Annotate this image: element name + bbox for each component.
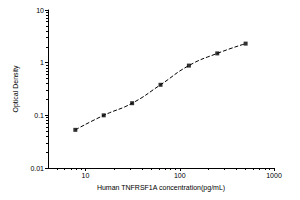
svg-text:Optical Density: Optical Density bbox=[12, 65, 20, 113]
svg-text:Human TNFRSF1A concentration(p: Human TNFRSF1A concentration(pg/mL) bbox=[97, 184, 225, 192]
svg-text:1: 1 bbox=[40, 59, 44, 66]
svg-text:0.01: 0.01 bbox=[30, 165, 44, 172]
svg-text:10: 10 bbox=[82, 172, 90, 179]
svg-text:1000: 1000 bbox=[266, 172, 282, 179]
svg-text:10: 10 bbox=[36, 7, 44, 14]
svg-text:100: 100 bbox=[174, 172, 186, 179]
svg-text:0.1: 0.1 bbox=[34, 112, 44, 119]
